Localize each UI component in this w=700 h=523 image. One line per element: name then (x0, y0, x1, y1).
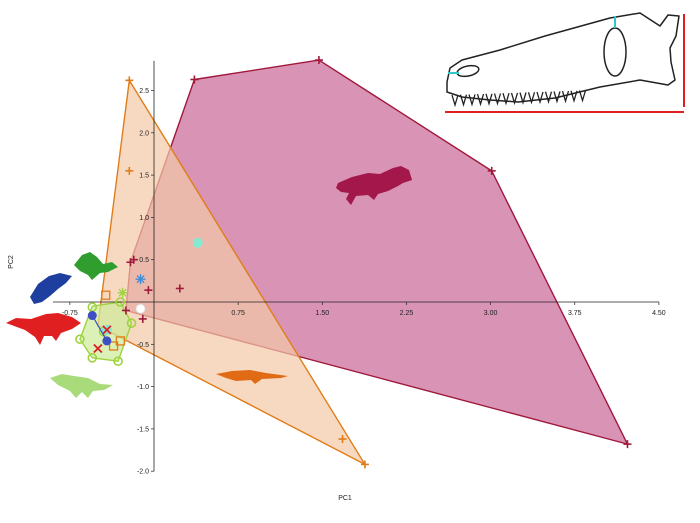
orange-crocodylomorph-silhouette (216, 370, 288, 384)
red-theropod-silhouette (6, 313, 81, 345)
blue-swimming-reptile-silhouette (30, 273, 72, 304)
crocodylomorph-point (487, 166, 496, 175)
orange-squares-point (101, 290, 111, 300)
white-point-point (135, 303, 146, 314)
blue-points-link (91, 315, 108, 342)
green-theropods-point (113, 356, 123, 367)
x-tick-label: 0.75 (231, 310, 245, 317)
y-axis-title: PC2 (8, 255, 15, 269)
orange-taxa-point (338, 435, 347, 444)
convex-hulls (79, 59, 629, 466)
y-tick-label: 2.5 (139, 88, 149, 95)
green-theropods-point (126, 318, 137, 328)
green-theropods-point (75, 334, 85, 345)
green-theropods-point (87, 353, 98, 363)
teal-points-point (192, 237, 203, 248)
y-tick-label: -0.5 (137, 342, 149, 349)
crocodylomorph-point (144, 286, 153, 295)
crocodylomorph-point (623, 440, 632, 449)
y-tick-label: -1.5 (137, 426, 149, 433)
orbit-outline (603, 27, 627, 77)
x-tick-label: 2.25 (400, 310, 414, 317)
taxon-silhouettes (6, 166, 412, 398)
crocodile-silhouette (336, 166, 412, 205)
x-tick-label: 3.75 (568, 310, 582, 317)
y-tick-label: 1.0 (139, 215, 149, 222)
axes: -0.75 0.75 1.50 2.25 3.00 3.75 4.50 2.5 2.0 1.5 1.… (53, 60, 666, 476)
crocodylomorph-point (190, 75, 199, 84)
crocodylomorph-point (129, 255, 138, 264)
x-tick-label: -0.75 (62, 310, 78, 317)
red-crosses-point (102, 325, 112, 335)
green-theropods-point (115, 297, 126, 307)
green-star-point (117, 287, 128, 298)
crocodylomorph-point (138, 314, 147, 323)
skull-outline (446, 12, 680, 103)
y-tick-label: -1.0 (137, 384, 149, 391)
skull-teeth (451, 90, 587, 108)
x-tick-label: 4.50 (652, 310, 666, 317)
data-points (75, 56, 632, 469)
crocodylomorph-point (175, 284, 184, 293)
x-axis-title: PC1 (338, 495, 352, 502)
y-tick-label: 2.0 (139, 130, 149, 137)
x-tick-label: 3.00 (484, 310, 498, 317)
orange-taxa-hull (97, 79, 366, 466)
orange-squares-point (108, 341, 119, 351)
y-tick-label: 0.5 (139, 257, 149, 264)
x-tick-label: 1.50 (315, 310, 329, 317)
light-blue-star-point (135, 274, 146, 285)
orange-taxa-point (360, 460, 369, 469)
skull-outline-diagram (445, 12, 685, 113)
orange-taxa-point (125, 166, 134, 175)
y-tick-label: -2.0 (137, 469, 149, 476)
light-green-theropod-silhouette (50, 374, 113, 398)
crocodylomorph-point (121, 306, 130, 315)
red-crosses-point (93, 343, 103, 354)
crocodylomorph-point (314, 56, 323, 65)
orange-squares-point (115, 336, 125, 346)
green-lizard-silhouette (74, 252, 118, 280)
naris-outline (456, 64, 480, 78)
orange-taxa-point (125, 76, 134, 85)
y-tick-label: 1.5 (139, 173, 149, 180)
